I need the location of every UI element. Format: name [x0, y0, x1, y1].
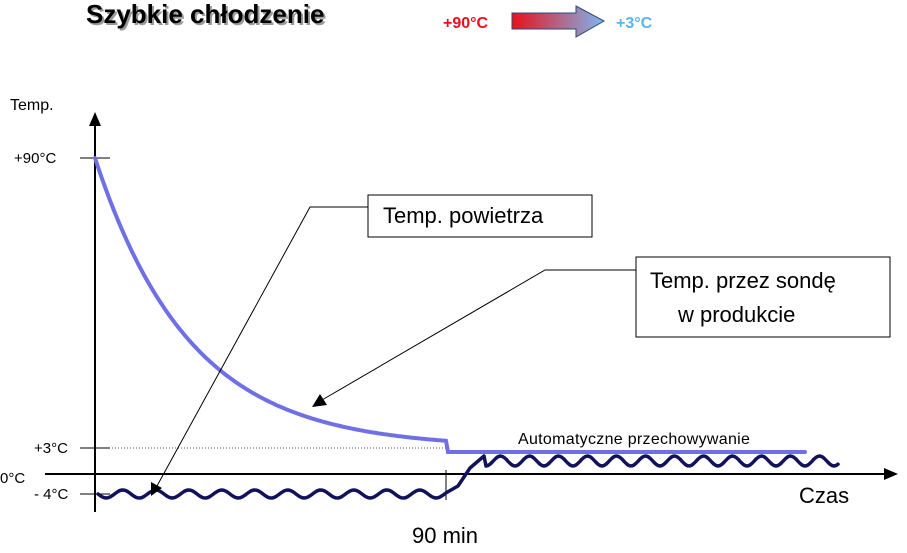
callout-probe-arrow-icon [312, 394, 327, 407]
callout-air-leader [156, 206, 368, 487]
y-axis-label: Temp. [10, 97, 54, 114]
callout-air-text: Temp. powietrza [383, 203, 544, 228]
x-tick-label-90min: 90 min [412, 523, 478, 548]
callout-air-arrow-icon [151, 482, 162, 496]
y-tick-label-plus90: +90°C [14, 150, 56, 167]
callout-probe-line2: w produkcie [677, 302, 795, 327]
x-axis-label: Czas [799, 483, 849, 508]
callout-probe-box [635, 256, 891, 338]
temp-from-label: +90°C [443, 15, 489, 32]
page-title: Szybkie chłodzenie [86, 0, 324, 29]
callout-air-box [367, 194, 593, 238]
callout-probe-line1: Temp. przez sondę [650, 268, 836, 293]
y-tick-label-minus4: - 4°C [34, 486, 69, 503]
y-tick-label-zero: 0°C [0, 470, 25, 487]
y-tick-label-plus3: +3°C [34, 440, 68, 457]
y-axis-arrow-icon [89, 112, 101, 126]
temp-to-label: +3°C [616, 15, 653, 32]
air-temperature-curve [96, 454, 840, 500]
title-shadow: Szybkie chłodzenie [88, 1, 326, 31]
probe-temperature-curve [93, 156, 807, 454]
storage-label: Automatyczne przechowywanie [518, 431, 750, 448]
cooling-arrow-icon [511, 5, 606, 38]
x-axis-arrow-icon [884, 468, 898, 480]
callout-probe-leader [321, 269, 636, 401]
